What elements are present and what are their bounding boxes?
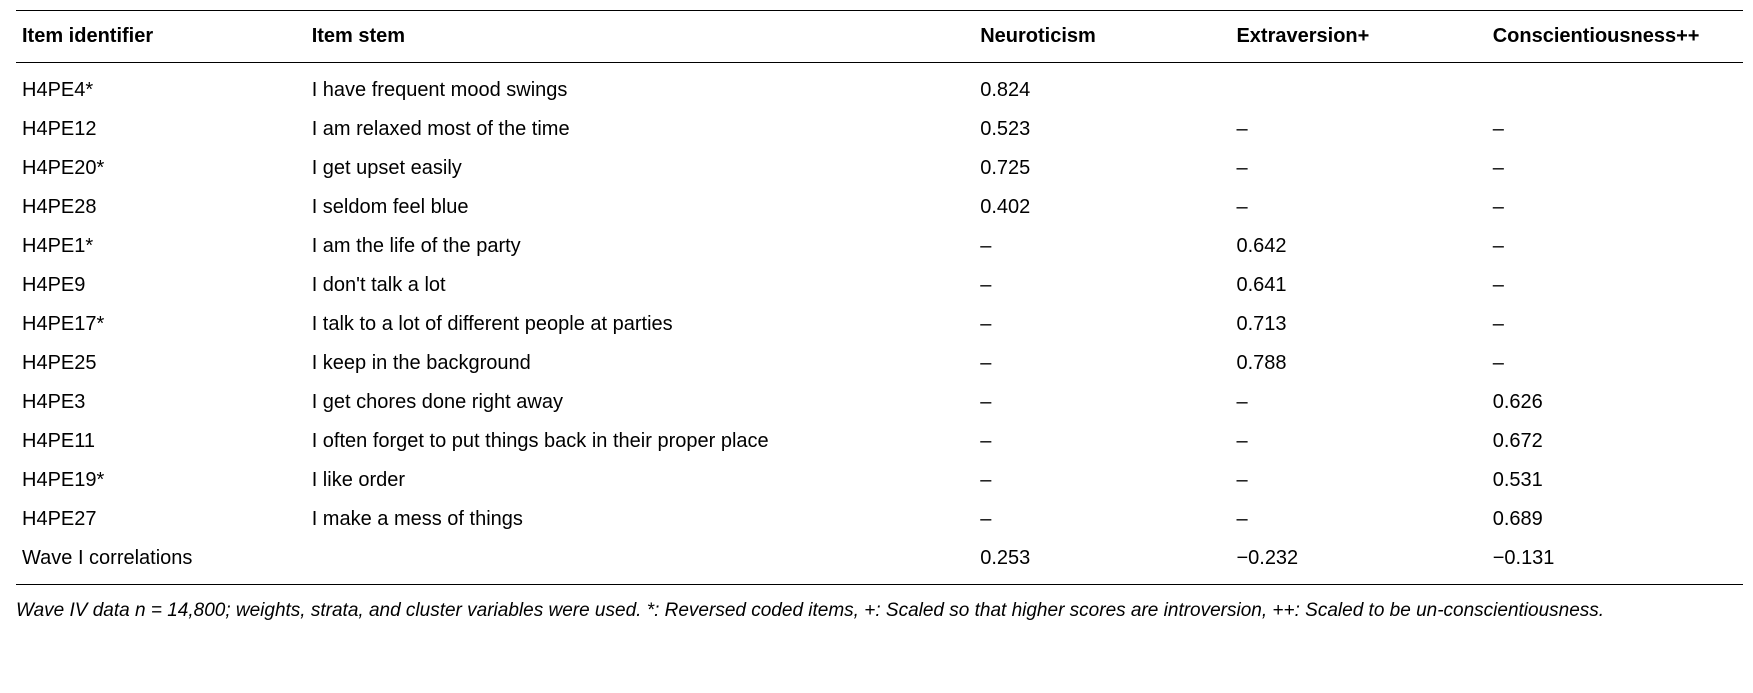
table-cell: 0.725 (974, 149, 1230, 188)
table-row: H4PE28I seldom feel blue0.402–– (16, 188, 1743, 227)
table-row: H4PE19*I like order––0.531 (16, 461, 1743, 500)
table-cell: – (1230, 188, 1486, 227)
table-cell: – (1487, 305, 1743, 344)
table-cell (1487, 63, 1743, 111)
table-cell: 0.788 (1230, 344, 1486, 383)
table-cell: H4PE25 (16, 344, 306, 383)
table-cell: 0.253 (974, 539, 1230, 585)
col-header-item-stem: Item stem (306, 11, 975, 63)
table-row: H4PE1*I am the life of the party–0.642– (16, 227, 1743, 266)
table-cell: −0.131 (1487, 539, 1743, 585)
table-cell: H4PE3 (16, 383, 306, 422)
factor-loadings-table: Item identifier Item stem Neuroticism Ex… (16, 10, 1743, 585)
table-cell: 0.523 (974, 110, 1230, 149)
table-cell: – (974, 305, 1230, 344)
table-cell: I get chores done right away (306, 383, 975, 422)
table-cell: – (1487, 110, 1743, 149)
table-cell: I like order (306, 461, 975, 500)
table-cell: 0.713 (1230, 305, 1486, 344)
table-row: H4PE20*I get upset easily0.725–– (16, 149, 1743, 188)
table-cell: H4PE11 (16, 422, 306, 461)
table-cell: – (974, 266, 1230, 305)
table-cell: 0.672 (1487, 422, 1743, 461)
table-cell: H4PE4* (16, 63, 306, 111)
table-cell: H4PE28 (16, 188, 306, 227)
table-cell: I keep in the background (306, 344, 975, 383)
table-cell: – (1487, 188, 1743, 227)
table-cell: 0.642 (1230, 227, 1486, 266)
table-cell: I get upset easily (306, 149, 975, 188)
table-cell: – (974, 227, 1230, 266)
table-cell: – (974, 344, 1230, 383)
table-cell: 0.641 (1230, 266, 1486, 305)
table-cell: I talk to a lot of different people at p… (306, 305, 975, 344)
table-cell: – (974, 500, 1230, 539)
table-cell: H4PE19* (16, 461, 306, 500)
col-header-extraversion: Extraversion+ (1230, 11, 1486, 63)
table-cell: – (1487, 149, 1743, 188)
table-row: H4PE27I make a mess of things––0.689 (16, 500, 1743, 539)
table-cell: I am the life of the party (306, 227, 975, 266)
table-body: H4PE4*I have frequent mood swings0.824H4… (16, 63, 1743, 585)
table-cell: – (1487, 344, 1743, 383)
table-cell: – (1230, 461, 1486, 500)
table-row: H4PE3I get chores done right away––0.626 (16, 383, 1743, 422)
table-footnote: Wave IV data n = 14,800; weights, strata… (16, 585, 1743, 625)
table-header-row: Item identifier Item stem Neuroticism Ex… (16, 11, 1743, 63)
table-cell: – (1230, 110, 1486, 149)
table-cell: H4PE20* (16, 149, 306, 188)
table-cell: H4PE27 (16, 500, 306, 539)
table-cell: – (974, 383, 1230, 422)
table-cell: – (1230, 422, 1486, 461)
table-cell: I am relaxed most of the time (306, 110, 975, 149)
table-cell: I seldom feel blue (306, 188, 975, 227)
table-cell (306, 539, 975, 585)
table-cell: – (1230, 149, 1486, 188)
table-cell: −0.232 (1230, 539, 1486, 585)
table-cell: – (1230, 500, 1486, 539)
table-cell: 0.531 (1487, 461, 1743, 500)
table-cell: 0.626 (1487, 383, 1743, 422)
table-cell: – (974, 461, 1230, 500)
table-cell: I often forget to put things back in the… (306, 422, 975, 461)
table-row: H4PE12I am relaxed most of the time0.523… (16, 110, 1743, 149)
table-cell: 0.824 (974, 63, 1230, 111)
table-cell: I don't talk a lot (306, 266, 975, 305)
col-header-conscientiousness: Conscientiousness++ (1487, 11, 1743, 63)
table-cell: H4PE9 (16, 266, 306, 305)
col-header-neuroticism: Neuroticism (974, 11, 1230, 63)
table-cell: I have frequent mood swings (306, 63, 975, 111)
table-cell: H4PE17* (16, 305, 306, 344)
table-cell: I make a mess of things (306, 500, 975, 539)
table-cell: Wave I correlations (16, 539, 306, 585)
table-cell: – (1487, 227, 1743, 266)
table-cell: – (1487, 266, 1743, 305)
table-row: Wave I correlations 0.253−0.232−0.131 (16, 539, 1743, 585)
table-cell: 0.689 (1487, 500, 1743, 539)
col-header-item-identifier: Item identifier (16, 11, 306, 63)
table-row: H4PE9I don't talk a lot–0.641– (16, 266, 1743, 305)
table-row: H4PE11I often forget to put things back … (16, 422, 1743, 461)
table-cell: – (1230, 383, 1486, 422)
table-cell: H4PE1* (16, 227, 306, 266)
table-cell: H4PE12 (16, 110, 306, 149)
table-cell: 0.402 (974, 188, 1230, 227)
table-cell (1230, 63, 1486, 111)
table-row: H4PE4*I have frequent mood swings0.824 (16, 63, 1743, 111)
table-row: H4PE17*I talk to a lot of different peop… (16, 305, 1743, 344)
table-cell: – (974, 422, 1230, 461)
table-row: H4PE25I keep in the background–0.788– (16, 344, 1743, 383)
